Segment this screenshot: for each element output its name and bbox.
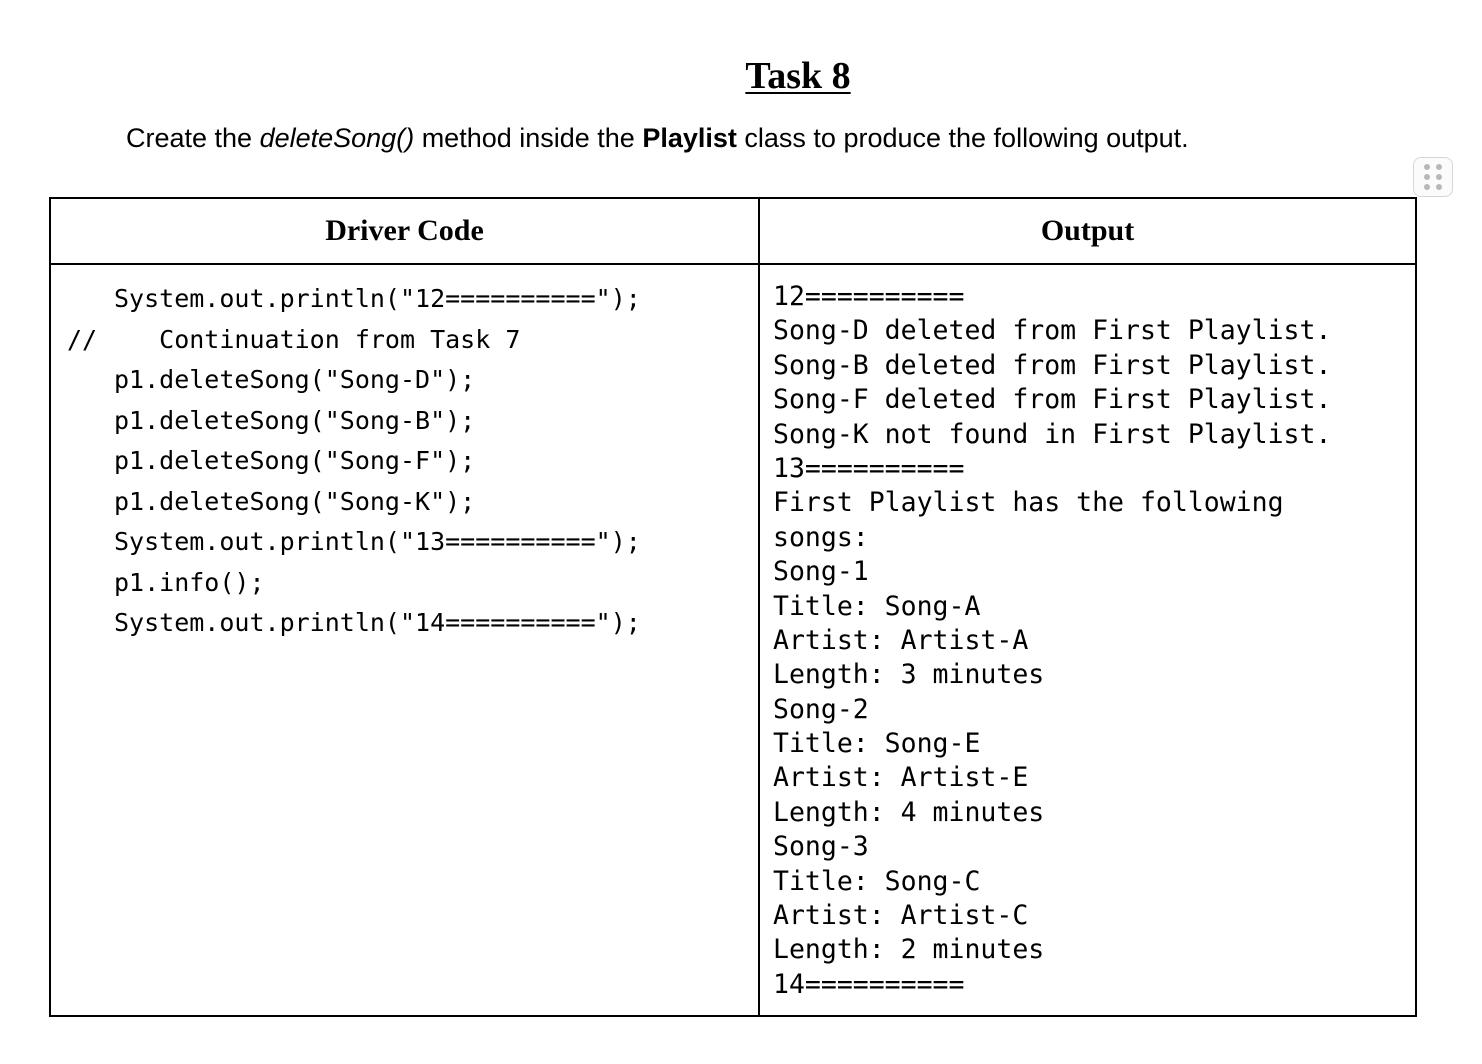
output-line: 14========== <box>773 968 965 1000</box>
output-line: Song-F deleted from First Playlist. <box>773 384 1332 416</box>
table-header-row: Driver Code Output <box>49 197 1417 265</box>
output-line: Artist: Artist-E <box>773 762 1029 794</box>
code-line: p1.deleteSong("Song-B"); <box>51 401 758 442</box>
code-line: System.out.println("12=========="); <box>51 279 758 320</box>
code-line-prefix <box>51 279 114 320</box>
code-line-text: p1.deleteSong("Song-F"); <box>114 446 476 475</box>
drag-handle-icon[interactable] <box>1413 157 1453 197</box>
code-line: System.out.println("14=========="); <box>51 603 758 644</box>
output-line: Title: Song-C <box>773 865 981 897</box>
task-title: Task 8 <box>745 55 851 97</box>
code-line-prefix <box>51 401 114 442</box>
instruction-part-3: class to produce the following output. <box>736 123 1189 153</box>
driver-code-header: Driver Code <box>49 197 760 265</box>
output-line: Length: 4 minutes <box>773 796 1045 828</box>
output-line: Title: Song-A <box>773 590 981 622</box>
code-line-prefix <box>51 522 114 563</box>
code-line: p1.info(); <box>51 563 758 604</box>
driver-code-cell: System.out.println("12=========="); // C… <box>49 263 760 1017</box>
code-line: p1.deleteSong("Song-K"); <box>51 482 758 523</box>
code-line: System.out.println("13=========="); <box>51 522 758 563</box>
code-line-prefix <box>51 482 114 523</box>
output-line: Artist: Artist-A <box>773 624 1029 656</box>
output-line: Song-K not found in First Playlist. <box>773 418 1332 450</box>
output-line: Song-1 <box>773 556 869 588</box>
output-line: Length: 2 minutes <box>773 934 1045 966</box>
output-line: First Playlist has the following <box>773 487 1284 519</box>
code-line-text: System.out.println("13=========="); <box>114 527 641 556</box>
instruction-part-2: method inside the <box>414 123 643 153</box>
output-line: Artist: Artist-C <box>773 900 1029 932</box>
output-line: Song-D deleted from First Playlist. <box>773 315 1332 347</box>
code-line-text: System.out.println("14=========="); <box>114 608 641 637</box>
code-line: p1.deleteSong("Song-F"); <box>51 441 758 482</box>
code-line-text: System.out.println("12=========="); <box>114 284 641 313</box>
output-line: 13========== <box>773 452 965 484</box>
output-block: 12========== Song-D deleted from First P… <box>760 265 1415 1002</box>
code-line: // Continuation from Task 7 <box>51 320 758 361</box>
output-line: songs: <box>773 521 869 553</box>
code-line-text: p1.deleteSong("Song-B"); <box>114 405 476 435</box>
output-line: Song-2 <box>773 693 869 725</box>
code-line-prefix <box>51 563 114 604</box>
output-line: Title: Song-E <box>773 728 981 760</box>
output-line: Song-B deleted from First Playlist. <box>773 349 1332 381</box>
code-line-text: p1.info(); <box>114 567 265 597</box>
table-body-row: System.out.println("12=========="); // C… <box>49 263 1417 1017</box>
code-line-prefix <box>51 360 114 401</box>
code-line-prefix <box>51 441 114 482</box>
output-header: Output <box>758 197 1417 265</box>
code-line-text: p1.deleteSong("Song-D"); <box>114 365 476 394</box>
output-line: Song-3 <box>773 831 869 863</box>
class-name: Playlist <box>642 123 737 153</box>
code-line-prefix: // <box>67 324 98 354</box>
instruction-text: Create the deleteSong() method inside th… <box>126 118 1189 158</box>
instruction-part-1: Create the <box>126 123 260 153</box>
code-line-prefix <box>51 603 114 644</box>
method-name: deleteSong() <box>259 123 415 153</box>
task-table: Driver Code Output System.out.println("1… <box>49 197 1417 1017</box>
output-line: 12========== <box>773 281 965 312</box>
code-line-text: p1.deleteSong("Song-K"); <box>114 486 476 516</box>
driver-code-block: System.out.println("12=========="); // C… <box>51 265 758 644</box>
code-line: p1.deleteSong("Song-D"); <box>51 360 758 401</box>
code-line-text: Continuation from Task 7 <box>114 324 521 354</box>
output-cell: 12========== Song-D deleted from First P… <box>758 263 1417 1017</box>
output-line: Length: 3 minutes <box>773 659 1045 691</box>
